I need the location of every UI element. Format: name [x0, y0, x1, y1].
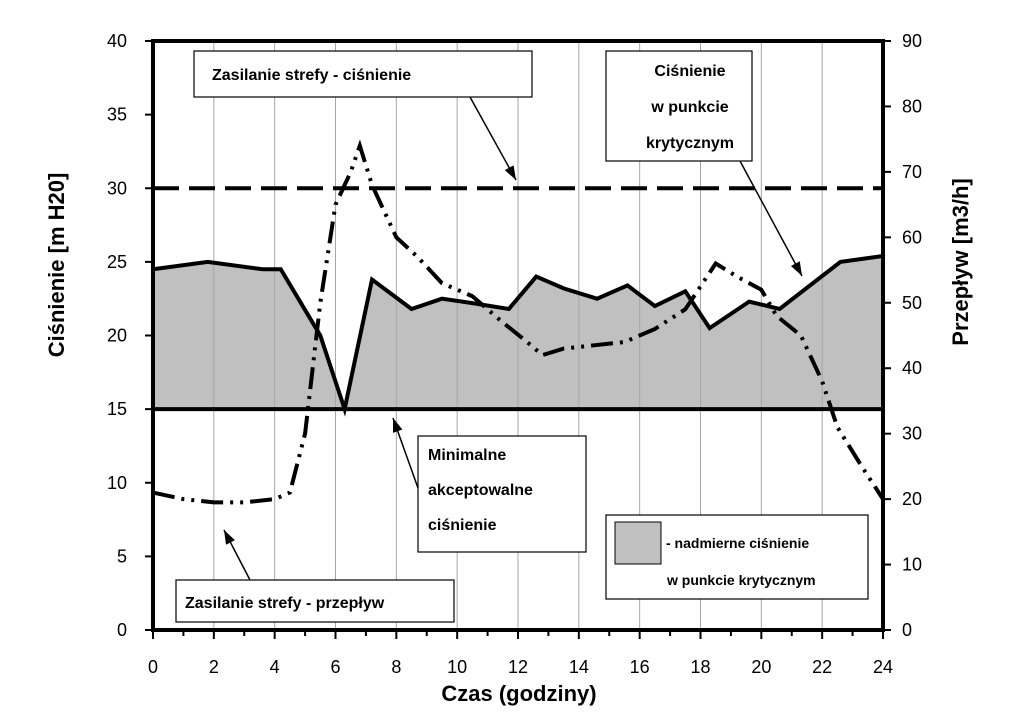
x-tick-label: 10 [447, 657, 467, 677]
y2-tick-label: 10 [902, 555, 922, 575]
x-axis-title: Czas (godziny) [441, 681, 596, 706]
y-tick-label: 40 [107, 31, 127, 51]
y2-tick-label: 80 [902, 96, 922, 116]
y-tick-label: 0 [117, 620, 127, 640]
y-tick-label: 20 [107, 326, 127, 346]
y2-tick-label: 30 [902, 424, 922, 444]
x-tick-label: 14 [569, 657, 589, 677]
x-tick-label: 12 [508, 657, 528, 677]
callout-arrowhead [224, 530, 235, 545]
y-tick-label: 35 [107, 105, 127, 125]
callout-arrowhead [504, 165, 516, 180]
x-tick-label: 0 [148, 657, 158, 677]
x-tick-label: 18 [690, 657, 710, 677]
y-tick-label: 30 [107, 178, 127, 198]
y-tick-label: 25 [107, 252, 127, 272]
y2-axis-title: Przepływ [m3/h] [948, 178, 973, 345]
annotation-text: akceptowalne [428, 482, 533, 499]
critical-point-annotation: Ciśnienie w punkcie krytycznym [605, 50, 803, 277]
x-tick-label: 6 [330, 657, 340, 677]
annotation-text: krytycznym [646, 135, 734, 152]
x-tick-label: 20 [751, 657, 771, 677]
x-tick-label: 24 [873, 657, 893, 677]
y-tick-label: 5 [117, 546, 127, 566]
annotation-text: w punkcie [650, 99, 728, 116]
callout-arrowhead [790, 261, 802, 276]
y2-tick-label: 70 [902, 162, 922, 182]
x-tick-label: 22 [812, 657, 832, 677]
x-tick-label: 8 [391, 657, 401, 677]
y2-tick-label: 90 [902, 31, 922, 51]
legend-label: w punkcie krytycznym [666, 572, 816, 588]
supply-flow-line [152, 139, 885, 505]
x-tick-label: 4 [270, 657, 280, 677]
annotation-box [605, 50, 753, 162]
annotation-text: Zasilanie strefy - przepływ [185, 595, 385, 612]
critical-pressure-line [152, 254, 884, 417]
y2-tick-label: 60 [902, 227, 922, 247]
annotation-box [193, 50, 533, 98]
legend-swatch [614, 521, 662, 565]
minimum-pressure-annotation: Minimalne akceptowalne ciśnienie [392, 417, 587, 553]
y2-tick-label: 0 [902, 620, 912, 640]
y2-tick-label: 20 [902, 489, 922, 509]
annotation-text: ciśnienie [428, 517, 497, 534]
annotation-box [175, 579, 455, 623]
y-tick-label: 10 [107, 473, 127, 493]
legend-label: - nadmierne ciśnienie [666, 535, 809, 551]
y2-tick-label: 50 [902, 293, 922, 313]
legend: - nadmierne ciśnienie w punkcie krytyczny… [605, 514, 869, 600]
annotation-text: Ciśnienie [654, 63, 725, 80]
annotation-text: Zasilanie strefy - ciśnienie [212, 67, 411, 84]
x-tick-label: 2 [209, 657, 219, 677]
supply-pressure-annotation: Zasilanie strefy - ciśnienie [193, 50, 533, 181]
y2-tick-label: 40 [902, 358, 922, 378]
y-axis-title: Ciśnienie [m H20] [44, 173, 69, 358]
annotation-text: Minimalne [428, 447, 506, 464]
supply-flow-annotation: Zasilanie strefy - przepływ [175, 529, 455, 623]
annotation-box [417, 435, 587, 553]
callout-line [469, 96, 517, 181]
y-tick-label: 15 [107, 399, 127, 419]
callout-line [739, 160, 803, 277]
callout-arrowhead [393, 418, 403, 433]
x-tick-label: 16 [630, 657, 650, 677]
